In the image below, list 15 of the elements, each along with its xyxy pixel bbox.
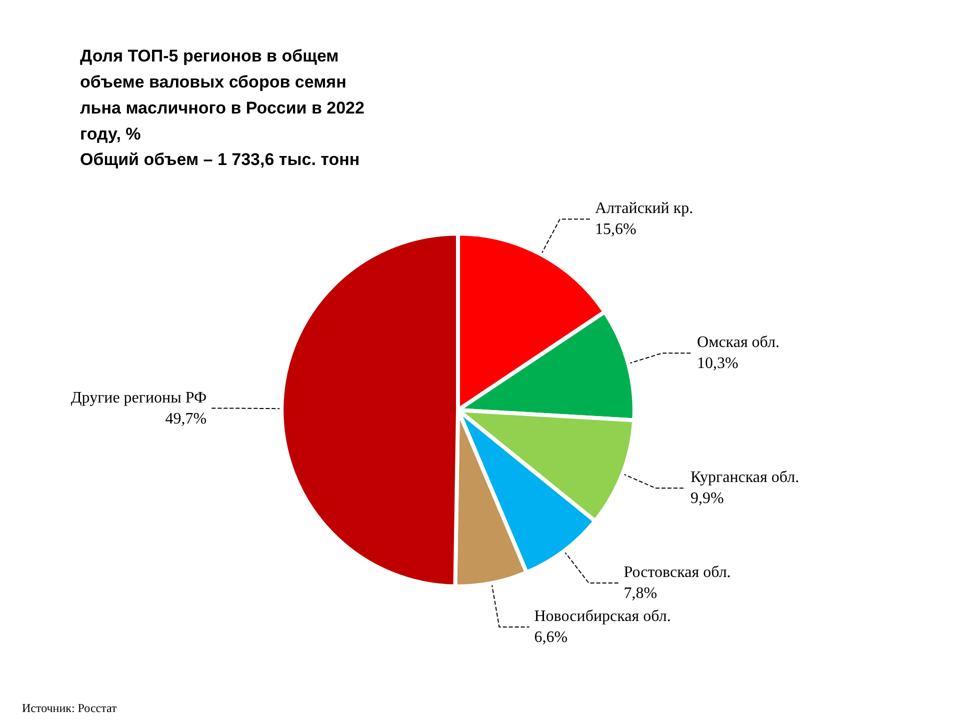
slice-label: Курганская обл.	[690, 469, 800, 486]
data-label: 6,6%	[534, 628, 568, 646]
slice-label: Новосибирская обл.	[534, 608, 671, 625]
slice-label: Ростовская обл.	[624, 564, 731, 581]
data-label: 15,6%	[594, 221, 636, 238]
slice-label: Алтайский кр.	[594, 200, 694, 218]
data-label: 49,7%	[165, 410, 207, 428]
chart-subtitle: Общий объем – 1 733,6 тыс. тонн	[80, 150, 360, 169]
slice-label: Омская обл.	[697, 334, 780, 352]
slice-label: Другие регионы РФ	[70, 389, 207, 406]
data-label: 10,3%	[697, 355, 738, 372]
data-label: 9,9%	[690, 490, 724, 508]
data-label: 7,8%	[624, 584, 658, 602]
text: Источник: Росстат	[22, 701, 118, 715]
chart-title: Доля ТОП-5 регионов в общем объеме валовых сборов семян льна масличного в России в 2022 году, %	[80, 46, 370, 144]
